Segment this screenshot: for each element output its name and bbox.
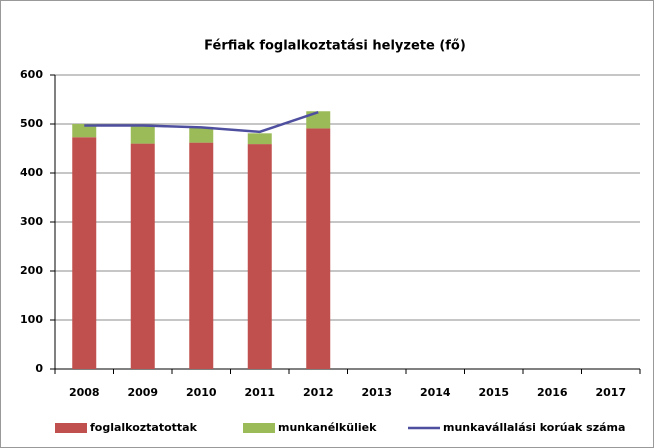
legend-label: munkanélküliek <box>278 421 377 434</box>
line <box>84 111 319 134</box>
bar <box>130 126 155 144</box>
x-tick-label: 2012 <box>303 386 334 399</box>
bar <box>306 128 331 369</box>
x-tick-label: 2010 <box>186 386 217 399</box>
legend-swatch <box>243 423 275 433</box>
x-tick-label: 2009 <box>127 386 158 399</box>
y-tick-label: 500 <box>20 117 43 130</box>
y-tick-label: 300 <box>20 215 43 228</box>
bar <box>130 143 155 369</box>
x-tick-label: 2008 <box>69 386 100 399</box>
x-tick-label: 2013 <box>361 386 392 399</box>
y-tick-label: 0 <box>35 362 43 375</box>
legend-label: munkavállalási korúak száma <box>443 421 625 434</box>
y-tick-label: 400 <box>20 166 43 179</box>
x-tick-label: 2015 <box>478 386 509 399</box>
x-tick-label: 2011 <box>244 386 275 399</box>
bar <box>247 144 272 369</box>
bar <box>72 137 97 369</box>
bar <box>72 124 97 138</box>
x-tick-label: 2014 <box>420 386 451 399</box>
x-tick-label: 2016 <box>537 386 568 399</box>
legend-label: foglalkoztatottak <box>90 421 198 434</box>
bar <box>189 126 214 143</box>
legend-swatch <box>55 423 87 433</box>
y-tick-label: 100 <box>20 313 43 326</box>
chart-title: Férfiak foglalkoztatási helyzete (fő) <box>204 39 466 54</box>
y-tick-label: 600 <box>20 68 43 81</box>
y-tick-label: 200 <box>20 264 43 277</box>
bar <box>247 133 272 145</box>
bar <box>189 142 214 369</box>
x-tick-label: 2017 <box>595 386 626 399</box>
